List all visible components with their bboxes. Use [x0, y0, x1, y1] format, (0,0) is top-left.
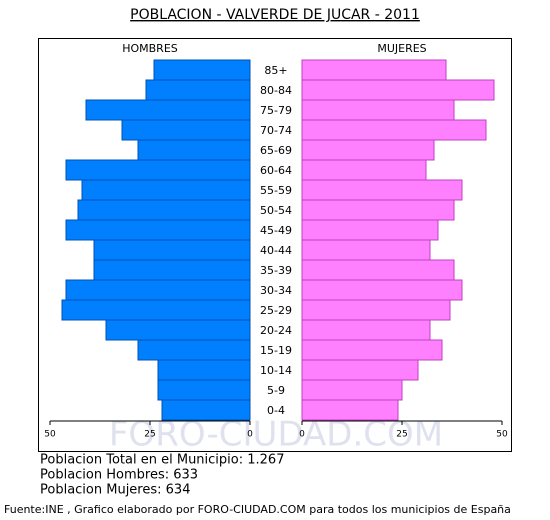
- bar: [301, 219, 439, 241]
- bar: [301, 159, 427, 181]
- bar: [137, 139, 251, 161]
- bar: [301, 139, 435, 161]
- bar: [301, 379, 403, 401]
- category-label: 15-19: [260, 344, 292, 357]
- bar: [137, 339, 251, 361]
- bar: [93, 259, 251, 281]
- bar: [105, 319, 251, 341]
- category-label: 30-34: [260, 284, 292, 297]
- bar: [157, 359, 251, 381]
- category-label: 5-9: [267, 384, 285, 397]
- bar: [301, 399, 399, 421]
- bar: [121, 119, 251, 141]
- category-label: 50-54: [260, 204, 292, 217]
- bar: [77, 199, 251, 221]
- note: Poblacion Mujeres: 634: [40, 483, 190, 498]
- category-label: 0-4: [267, 404, 285, 417]
- category-label: 25-29: [260, 304, 292, 317]
- chart-frame: [38, 38, 512, 452]
- category-label: 20-24: [260, 324, 292, 337]
- bar: [301, 299, 451, 321]
- x-tick-label: 25: [144, 430, 155, 440]
- x-tick-label: 0: [299, 430, 305, 440]
- category-label: 40-44: [260, 244, 292, 257]
- bar: [301, 239, 431, 261]
- category-label: 85+: [264, 64, 287, 77]
- category-label: 75-79: [260, 104, 292, 117]
- note: Poblacion Total en el Municipio: 1.267: [40, 453, 284, 468]
- chart-title: POBLACION - VALVERDE DE JUCAR - 2011: [130, 7, 420, 23]
- category-label: 65-69: [260, 144, 292, 157]
- bar: [65, 219, 251, 241]
- category-label: 70-74: [260, 124, 292, 137]
- bar: [301, 179, 463, 201]
- category-label: 10-14: [260, 364, 292, 377]
- bar: [85, 99, 251, 121]
- note: Poblacion Hombres: 633: [40, 468, 198, 483]
- bar: [153, 59, 251, 81]
- x-tick-label: 50: [496, 430, 508, 440]
- bar: [93, 239, 251, 261]
- bar: [301, 279, 463, 301]
- bar: [161, 399, 251, 421]
- x-tick-label: 0: [247, 430, 253, 440]
- legend-label: HOMBRES: [122, 42, 178, 55]
- bar: [61, 299, 251, 321]
- bar: [301, 199, 455, 221]
- bar: [301, 259, 455, 281]
- bar: [301, 99, 455, 121]
- bar: [157, 379, 251, 401]
- bar: [301, 79, 495, 101]
- bar: [301, 119, 487, 141]
- bar: [301, 59, 447, 81]
- bar: [301, 339, 443, 361]
- source: Fuente:INE , Grafico elaborado por FORO-…: [4, 503, 511, 516]
- bar: [301, 359, 419, 381]
- bar: [145, 79, 251, 101]
- category-label: 45-49: [260, 224, 292, 237]
- bar: [81, 179, 251, 201]
- category-label: 35-39: [260, 264, 292, 277]
- category-label: 55-59: [260, 184, 292, 197]
- x-tick-label: 25: [396, 430, 407, 440]
- x-tick-label: 50: [44, 430, 56, 440]
- category-label: 60-64: [260, 164, 292, 177]
- category-label: 80-84: [260, 84, 292, 97]
- bar: [65, 159, 251, 181]
- legend-label: MUJERES: [377, 42, 426, 55]
- bar: [65, 279, 251, 301]
- bar: [301, 319, 431, 341]
